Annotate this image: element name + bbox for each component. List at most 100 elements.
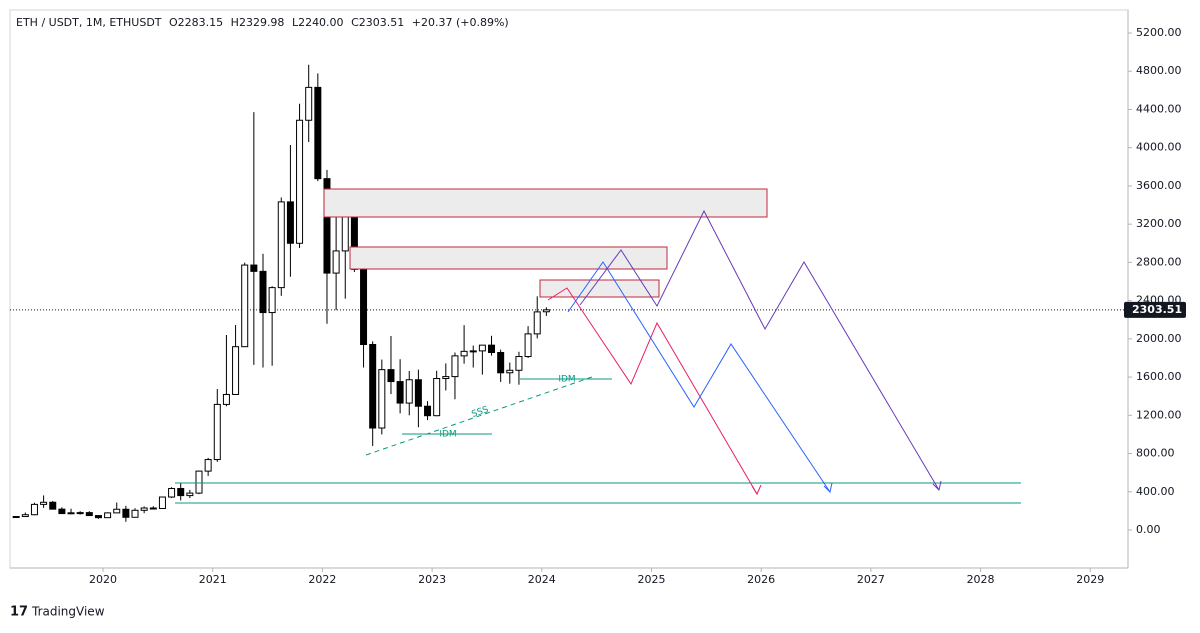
y-tick-label: 4000.00 bbox=[1136, 141, 1182, 154]
candle-body bbox=[149, 507, 157, 510]
candle-body bbox=[305, 86, 313, 121]
candle-body bbox=[12, 516, 20, 519]
ohlc-high: H2329.98 bbox=[231, 16, 285, 29]
candle-body bbox=[122, 508, 130, 518]
sss-line bbox=[365, 376, 593, 456]
y-tick-label: 5200.00 bbox=[1136, 26, 1182, 39]
last-price-box bbox=[1124, 301, 1186, 318]
arrow-head bbox=[751, 484, 762, 496]
supply-zone bbox=[323, 188, 768, 218]
y-tick-label: 3200.00 bbox=[1136, 217, 1182, 230]
x-tick-label: 2024 bbox=[528, 573, 556, 586]
candle-body bbox=[542, 309, 550, 313]
candle-body bbox=[369, 343, 377, 429]
x-tick-label: 2022 bbox=[308, 573, 336, 586]
candle-body bbox=[515, 356, 523, 371]
candle-body bbox=[469, 350, 477, 353]
projection-path bbox=[567, 261, 831, 493]
candle-body bbox=[250, 264, 258, 272]
annotation: IDM bbox=[439, 430, 456, 440]
candle-body bbox=[378, 369, 386, 429]
y-tick-label: 2800.00 bbox=[1136, 255, 1182, 268]
y-tick-label: 1200.00 bbox=[1136, 408, 1182, 421]
candle-body bbox=[177, 488, 185, 497]
candle-body bbox=[268, 287, 276, 314]
candle-body bbox=[259, 270, 267, 314]
candle-body bbox=[451, 355, 459, 378]
candle-body bbox=[76, 512, 84, 515]
candle-body bbox=[296, 119, 304, 244]
projection-path bbox=[579, 209, 940, 491]
ohlc-open: O2283.15 bbox=[169, 16, 223, 29]
candle-body bbox=[424, 405, 432, 417]
candle-body bbox=[286, 201, 294, 244]
brand-name: TradingView bbox=[31, 605, 105, 619]
candle-body bbox=[241, 264, 249, 348]
y-tick-label: 4400.00 bbox=[1136, 102, 1182, 115]
y-tick-label: 800.00 bbox=[1136, 447, 1175, 460]
projection-path bbox=[547, 287, 758, 495]
candle-body bbox=[104, 512, 112, 519]
candle-body bbox=[222, 393, 230, 405]
arrow-head bbox=[823, 482, 833, 493]
candle-body bbox=[314, 86, 322, 180]
candle-body bbox=[195, 470, 203, 494]
candle-body bbox=[186, 492, 194, 497]
brand-logo: 17 bbox=[10, 605, 28, 620]
supply-zone bbox=[349, 246, 668, 270]
candle-body bbox=[40, 501, 48, 505]
candle-body bbox=[405, 379, 413, 404]
annotation: IDM bbox=[558, 375, 575, 385]
x-tick-label: 2025 bbox=[637, 573, 665, 586]
y-tick-label: 1600.00 bbox=[1136, 370, 1182, 383]
x-tick-label: 2027 bbox=[857, 573, 885, 586]
candle-body bbox=[158, 496, 166, 509]
candle-body bbox=[168, 488, 176, 498]
candle-body bbox=[488, 344, 496, 354]
brand: 17 TradingView bbox=[10, 605, 105, 620]
candle-body bbox=[414, 379, 422, 407]
candle-body bbox=[277, 201, 285, 289]
candle-body bbox=[506, 369, 514, 374]
candle-body bbox=[58, 508, 66, 515]
supply-zone bbox=[539, 279, 660, 298]
candle-body bbox=[213, 403, 221, 461]
candle-body bbox=[396, 381, 404, 404]
candle-body bbox=[332, 250, 340, 274]
candle-body bbox=[140, 507, 148, 511]
symbol: ETH / USDT, 1M, ETHUSDT bbox=[16, 16, 162, 29]
candle-body bbox=[204, 459, 212, 472]
last-price-label: 2303.51 bbox=[1132, 303, 1182, 316]
candle-body bbox=[460, 350, 468, 357]
candle-body bbox=[94, 515, 102, 519]
y-tick-label: 3600.00 bbox=[1136, 179, 1182, 192]
candle-body bbox=[21, 514, 29, 518]
x-tick-label: 2023 bbox=[418, 573, 446, 586]
x-tick-label: 2026 bbox=[747, 573, 775, 586]
x-tick-label: 2021 bbox=[199, 573, 227, 586]
drawings: IDM IDM SSS bbox=[175, 188, 1021, 504]
candle-body bbox=[341, 215, 349, 252]
candle-body bbox=[387, 369, 395, 383]
candle-body bbox=[433, 378, 441, 417]
candle-body bbox=[497, 352, 505, 374]
candle-body bbox=[232, 346, 240, 395]
candle-body bbox=[323, 178, 331, 274]
candle-body bbox=[131, 509, 139, 518]
ohlc-close: C2303.51 bbox=[351, 16, 404, 29]
x-tick-label: 2029 bbox=[1076, 573, 1104, 586]
candle-body bbox=[442, 376, 450, 380]
candle-body bbox=[67, 512, 75, 515]
y-tick-label: 0.00 bbox=[1136, 523, 1161, 536]
candle-body bbox=[524, 333, 532, 358]
y-tick-label: 400.00 bbox=[1136, 485, 1175, 498]
candle-body bbox=[85, 512, 93, 517]
x-tick-label: 2028 bbox=[967, 573, 995, 586]
x-tick-label: 2020 bbox=[89, 573, 117, 586]
y-tick-label: 4800.00 bbox=[1136, 64, 1182, 77]
ohlc-low: L2240.00 bbox=[292, 16, 344, 29]
header: ETH / USDT, 1M, ETHUSDT O2283.15 H2329.9… bbox=[16, 16, 509, 29]
candle-body bbox=[478, 344, 486, 352]
